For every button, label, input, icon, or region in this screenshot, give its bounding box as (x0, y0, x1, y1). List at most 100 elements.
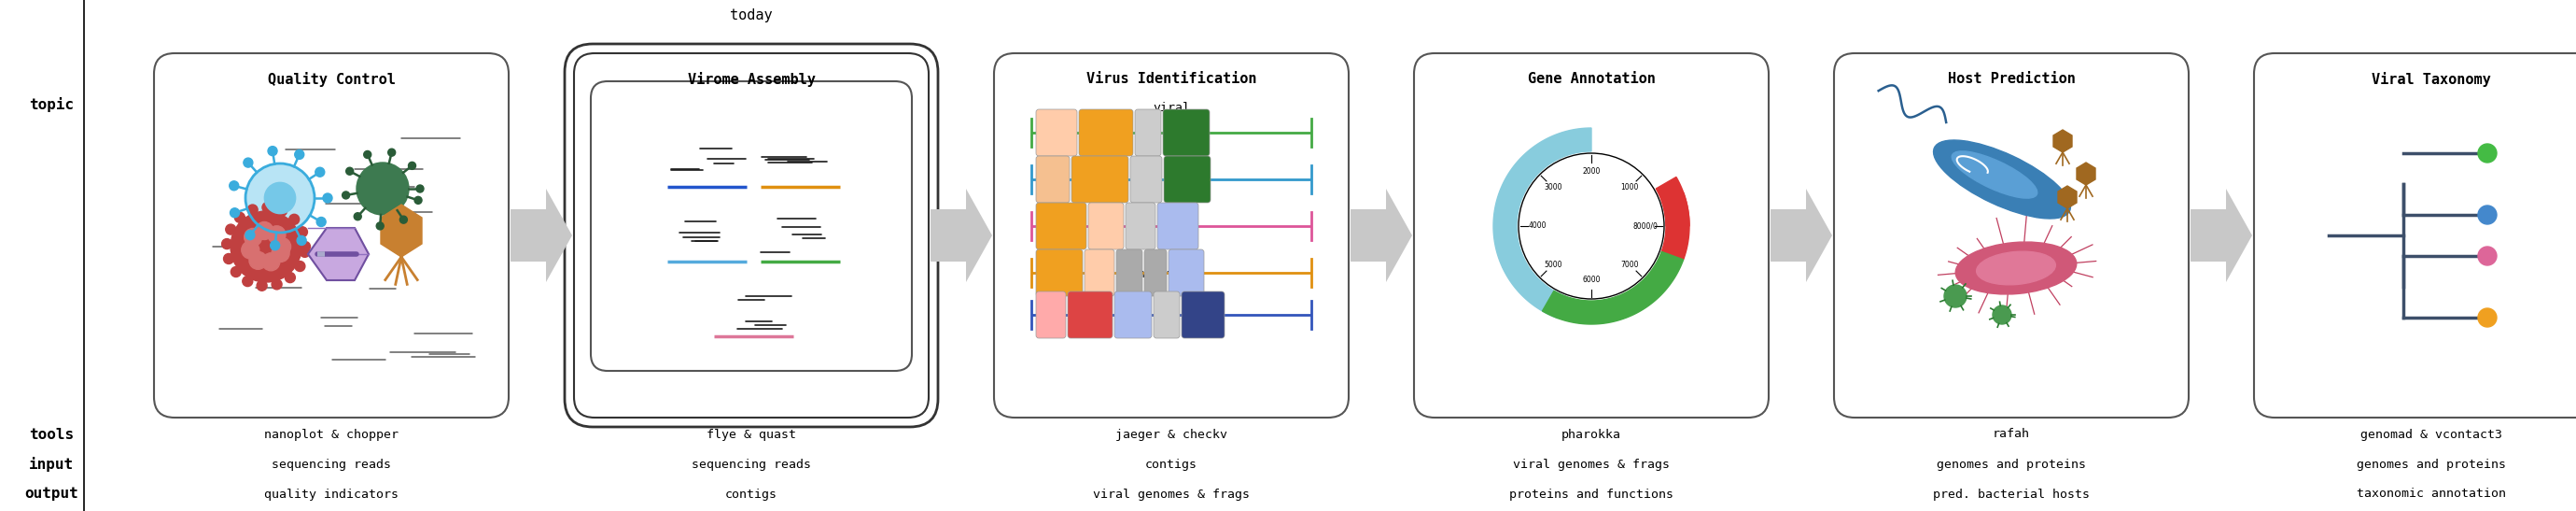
Polygon shape (1497, 128, 1592, 207)
Text: proteins and functions: proteins and functions (1510, 488, 1674, 500)
Text: 2000: 2000 (1582, 168, 1600, 176)
Circle shape (270, 244, 289, 262)
Text: topic: topic (28, 97, 75, 112)
FancyBboxPatch shape (994, 53, 1350, 417)
Text: pharokka: pharokka (1561, 428, 1620, 440)
Circle shape (417, 185, 422, 193)
Text: viral: viral (1151, 102, 1190, 114)
Text: non-viral: non-viral (1139, 268, 1206, 280)
Ellipse shape (1935, 140, 2071, 219)
Text: pred. bacterial hosts: pred. bacterial hosts (1932, 488, 2089, 500)
FancyBboxPatch shape (1164, 156, 1211, 203)
Circle shape (345, 168, 353, 175)
FancyBboxPatch shape (1036, 291, 1066, 338)
Circle shape (294, 261, 304, 271)
FancyBboxPatch shape (1126, 203, 1157, 249)
Circle shape (263, 202, 273, 213)
Ellipse shape (1953, 151, 2038, 198)
FancyBboxPatch shape (1036, 156, 1069, 203)
Circle shape (263, 253, 281, 271)
FancyBboxPatch shape (1072, 156, 1128, 203)
FancyBboxPatch shape (1170, 249, 1203, 296)
FancyBboxPatch shape (1182, 291, 1224, 338)
Polygon shape (1494, 201, 1522, 268)
Circle shape (258, 281, 268, 291)
Text: genomes and proteins: genomes and proteins (2357, 458, 2506, 470)
Text: 8000/0: 8000/0 (1633, 222, 1659, 230)
Circle shape (234, 213, 245, 223)
Circle shape (227, 224, 237, 235)
FancyBboxPatch shape (1154, 291, 1180, 338)
Circle shape (2478, 247, 2496, 265)
Circle shape (2478, 144, 2496, 162)
Circle shape (270, 279, 281, 289)
Polygon shape (510, 189, 572, 282)
Text: 5000: 5000 (1543, 260, 1561, 269)
Circle shape (268, 146, 278, 156)
FancyBboxPatch shape (1066, 291, 1113, 338)
FancyBboxPatch shape (1036, 109, 1077, 156)
Text: rafah: rafah (1994, 428, 2030, 440)
Text: 4000: 4000 (1528, 222, 1546, 230)
FancyBboxPatch shape (1414, 53, 1770, 417)
Circle shape (229, 181, 240, 191)
Text: viral genomes & frags: viral genomes & frags (1512, 458, 1669, 470)
FancyBboxPatch shape (1834, 53, 2190, 417)
FancyBboxPatch shape (1084, 249, 1115, 296)
Circle shape (355, 162, 410, 215)
Circle shape (265, 182, 296, 214)
Text: jaeger & checkv: jaeger & checkv (1115, 428, 1226, 440)
FancyBboxPatch shape (1036, 249, 1082, 296)
Circle shape (296, 236, 307, 245)
Circle shape (299, 247, 309, 257)
Text: contigs: contigs (726, 488, 778, 500)
FancyBboxPatch shape (1131, 156, 1162, 203)
Text: 1000: 1000 (1620, 183, 1638, 192)
Circle shape (245, 164, 314, 233)
Circle shape (294, 150, 304, 159)
Circle shape (232, 267, 242, 277)
Circle shape (255, 222, 273, 240)
Circle shape (2478, 308, 2496, 327)
Text: Host Prediction: Host Prediction (1947, 73, 2076, 86)
Circle shape (286, 272, 296, 283)
Text: sequencing reads: sequencing reads (690, 458, 811, 470)
Polygon shape (1543, 291, 1607, 324)
Text: input: input (28, 457, 75, 472)
Text: flye & quast: flye & quast (706, 428, 796, 440)
Circle shape (343, 192, 350, 199)
Polygon shape (1502, 258, 1566, 318)
Circle shape (410, 162, 415, 170)
FancyBboxPatch shape (1036, 203, 1087, 249)
Text: output: output (23, 487, 77, 501)
FancyBboxPatch shape (1157, 203, 1198, 249)
FancyBboxPatch shape (1115, 291, 1151, 338)
Polygon shape (381, 204, 422, 257)
Text: today: today (729, 9, 773, 23)
Circle shape (415, 197, 422, 204)
Text: sequencing reads: sequencing reads (270, 458, 392, 470)
Circle shape (224, 253, 234, 264)
Polygon shape (309, 228, 368, 280)
Circle shape (2478, 205, 2496, 224)
Text: Viral Taxonomy: Viral Taxonomy (2372, 72, 2491, 87)
Circle shape (1517, 153, 1664, 299)
Polygon shape (1656, 177, 1690, 226)
Circle shape (229, 208, 240, 218)
Circle shape (242, 241, 260, 259)
Circle shape (363, 151, 371, 158)
Circle shape (250, 251, 268, 269)
Text: viral genomes & frags: viral genomes & frags (1092, 488, 1249, 500)
Circle shape (247, 204, 258, 215)
Circle shape (289, 214, 299, 224)
Circle shape (222, 239, 232, 249)
Circle shape (389, 149, 397, 156)
Polygon shape (2058, 186, 2076, 208)
Text: tools: tools (28, 427, 75, 442)
Circle shape (296, 227, 307, 237)
Polygon shape (1770, 189, 1832, 282)
Text: genomes and proteins: genomes and proteins (1937, 458, 2087, 470)
Polygon shape (2076, 162, 2094, 185)
FancyBboxPatch shape (1136, 109, 1162, 156)
FancyBboxPatch shape (1162, 109, 1211, 156)
